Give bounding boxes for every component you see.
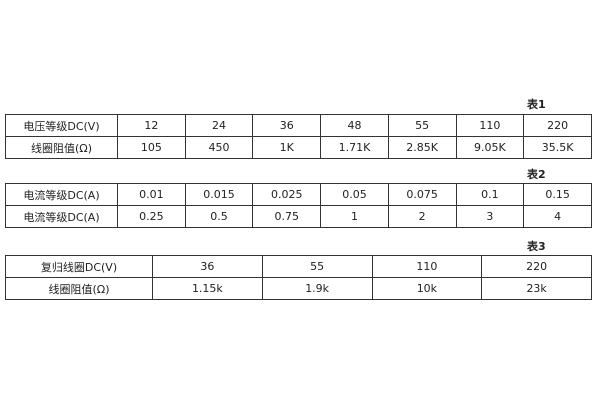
table-row: 线圈阻值(Ω) 1.15k 1.9k 10k 23k [5, 277, 592, 300]
row-header-cell: 线圈阻值(Ω) [5, 136, 118, 159]
table-cell: 1K [252, 136, 322, 159]
table-cell: 1 [320, 205, 389, 228]
row-header-cell: 电压等级DC(V) [5, 114, 118, 137]
table-cell: 2.85K [387, 136, 457, 159]
table-cell: 0.01 [117, 183, 186, 206]
table-cell: 0.15 [523, 183, 592, 206]
table-cell: 23k [481, 277, 592, 300]
table3-caption: 表3 [527, 240, 546, 253]
table-cell: 450 [184, 136, 254, 159]
table-cell: 0.25 [117, 205, 186, 228]
table-cell: 1.9k [261, 277, 373, 300]
table-cell: 36 [152, 255, 263, 278]
table-row: 线圈阻值(Ω) 105 450 1K 1.71K 2.85K 9.05K 35.5K [5, 136, 592, 159]
table-cell: 36 [252, 114, 322, 137]
table1: 电压等级DC(V) 12 24 36 48 55 110 220 线圈阻值(Ω) 105 450 1K… [5, 114, 592, 159]
row-header-cell: 电流等级DC(A) [5, 183, 118, 206]
table2: 电流等级DC(A) 0.01 0.015 0.025 0.05 0.075 0.1 0.15 电… [5, 183, 592, 228]
table-cell: 0.75 [252, 205, 322, 228]
table-cell: 24 [184, 114, 254, 137]
table-cell: 110 [455, 114, 525, 137]
table3: 复归线圈DC(V) 36 55 110 220 线圈阻值(Ω) 1.15k 1.9k 10k 23… [5, 255, 592, 300]
table-cell: 0.025 [252, 183, 322, 206]
table-cell: 3 [455, 205, 525, 228]
table-row: 电流等级DC(A) 0.25 0.5 0.75 1 2 3 4 [5, 205, 592, 228]
table-cell: 0.05 [320, 183, 389, 206]
table-cell: 105 [117, 136, 186, 159]
table-cell: 35.5K [523, 136, 592, 159]
table-cell: 12 [117, 114, 186, 137]
table-cell: 0.1 [455, 183, 525, 206]
table-row: 电流等级DC(A) 0.01 0.015 0.025 0.05 0.075 0.1 0.15 [5, 183, 592, 206]
table1-caption: 表1 [527, 98, 546, 111]
table-cell: 48 [320, 114, 389, 137]
row-header-cell: 线圈阻值(Ω) [5, 277, 153, 300]
table-cell: 55 [261, 255, 373, 278]
table-cell: 1.71K [320, 136, 389, 159]
table-cell: 2 [387, 205, 457, 228]
table-cell: 220 [523, 114, 592, 137]
table-cell: 9.05K [455, 136, 525, 159]
table-cell: 10k [371, 277, 483, 300]
table2-caption: 表2 [527, 168, 546, 181]
table-cell: 0.5 [184, 205, 254, 228]
table-cell: 55 [387, 114, 457, 137]
row-header-cell: 复归线圈DC(V) [5, 255, 153, 278]
table-cell: 0.015 [184, 183, 254, 206]
table-cell: 0.075 [387, 183, 457, 206]
table-row: 复归线圈DC(V) 36 55 110 220 [5, 255, 592, 278]
table-cell: 110 [371, 255, 483, 278]
table-row: 电压等级DC(V) 12 24 36 48 55 110 220 [5, 114, 592, 137]
row-header-cell: 电流等级DC(A) [5, 205, 118, 228]
table-cell: 220 [481, 255, 592, 278]
table-cell: 1.15k [152, 277, 263, 300]
table-cell: 4 [523, 205, 592, 228]
